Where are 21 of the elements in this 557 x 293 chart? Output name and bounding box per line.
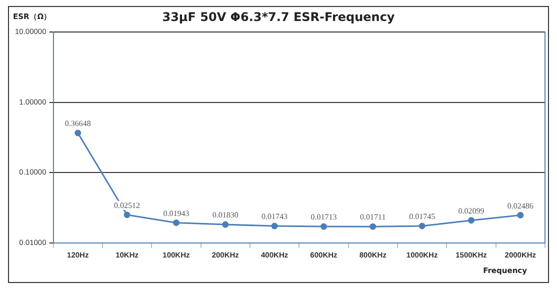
point — [74, 130, 82, 136]
point — [320, 223, 327, 230]
point — [124, 212, 130, 218]
data-label: 0.01711 — [360, 212, 386, 222]
point — [172, 219, 180, 226]
point — [468, 217, 474, 224]
point — [271, 222, 278, 230]
point — [418, 222, 426, 230]
data-label: 0.01743 — [262, 212, 288, 222]
point — [222, 221, 229, 228]
data-label: 0.01830 — [212, 210, 238, 220]
data-label: 0.02486 — [507, 201, 534, 210]
data-label: 0.01943 — [163, 208, 190, 218]
point — [517, 212, 524, 218]
point — [370, 223, 376, 230]
chart-title: 33μF 50V Φ6.3*7.7 ESR-Frequency — [162, 10, 395, 24]
data-label: 0.01713 — [310, 212, 337, 222]
data-label: 0.36648 — [64, 119, 91, 128]
data-label: 0.01745 — [409, 212, 436, 222]
data-label: 0.02512 — [114, 200, 140, 210]
data-label: 0.02099 — [458, 206, 484, 216]
